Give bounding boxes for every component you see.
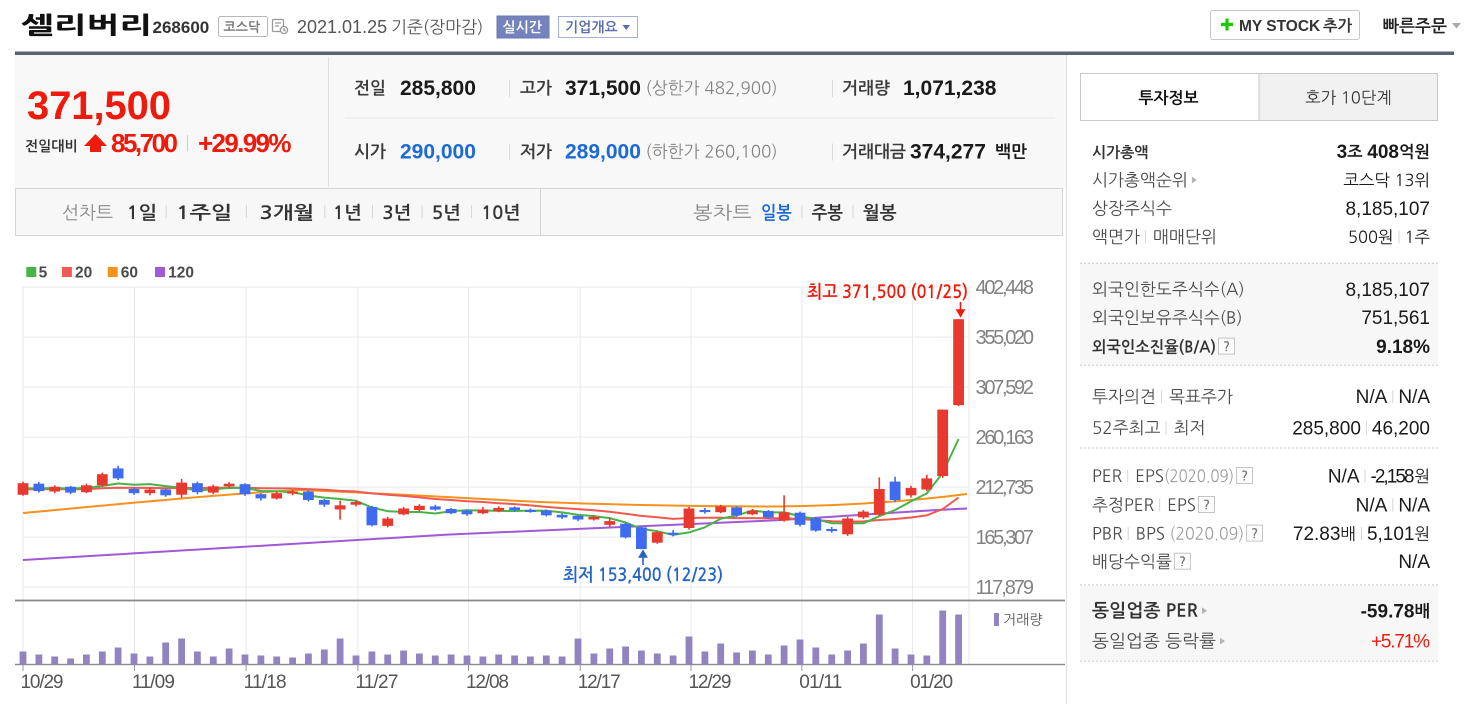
svg-text:60: 60: [121, 265, 138, 282]
svg-text:12/17: 12/17: [578, 672, 621, 693]
svg-text:165,307: 165,307: [976, 527, 1035, 549]
svg-text:-59.78: -59.78: [1361, 601, 1415, 622]
svg-text:N/A: N/A: [1328, 467, 1360, 488]
svg-text:260,163: 260,163: [976, 427, 1035, 449]
svg-text:5: 5: [39, 265, 48, 282]
svg-text:290,000: 290,000: [400, 141, 476, 164]
svg-text:01/20: 01/20: [910, 672, 953, 693]
svg-text:285,800: 285,800: [1292, 418, 1361, 439]
svg-text:289,000: 289,000: [565, 141, 641, 164]
svg-text:408: 408: [1367, 142, 1399, 163]
svg-text:+29.99%: +29.99%: [198, 128, 292, 158]
svg-text:268600: 268600: [153, 18, 210, 37]
svg-text:N/A: N/A: [1398, 552, 1430, 573]
svg-text:8,185,107: 8,185,107: [1345, 199, 1430, 220]
svg-text:85,700: 85,700: [111, 128, 178, 158]
svg-text:12/29: 12/29: [689, 672, 732, 693]
svg-text:5,101: 5,101: [1367, 524, 1415, 545]
svg-text:11/09: 11/09: [132, 672, 175, 693]
svg-text:307,592: 307,592: [976, 377, 1035, 399]
svg-text:MY STOCK: MY STOCK: [1239, 18, 1321, 35]
svg-text:2021.01.25: 2021.01.25: [297, 17, 387, 37]
svg-text:-2,158: -2,158: [1370, 467, 1414, 488]
svg-text:374,277: 374,277: [910, 141, 986, 164]
svg-text:402,448: 402,448: [976, 277, 1035, 299]
svg-text:11/27: 11/27: [355, 672, 398, 693]
svg-text:10/29: 10/29: [21, 672, 64, 693]
svg-text:1,071,238: 1,071,238: [903, 77, 997, 100]
svg-text:212,735: 212,735: [976, 477, 1035, 499]
svg-text:751,561: 751,561: [1361, 308, 1430, 329]
svg-text:371,500: 371,500: [27, 84, 171, 128]
svg-text:72.83: 72.83: [1293, 524, 1341, 545]
svg-text:20: 20: [75, 265, 92, 282]
svg-text:117,879: 117,879: [976, 577, 1035, 599]
svg-text:N/A: N/A: [1356, 496, 1388, 517]
svg-text:N/A: N/A: [1398, 496, 1430, 517]
svg-text:+5.71%: +5.71%: [1371, 632, 1430, 653]
svg-text:120: 120: [168, 265, 194, 282]
svg-text:371,500: 371,500: [565, 77, 641, 100]
svg-text:46,200: 46,200: [1372, 418, 1430, 439]
svg-text:N/A: N/A: [1398, 387, 1430, 408]
svg-text:N/A: N/A: [1356, 387, 1388, 408]
svg-text:355,020: 355,020: [976, 327, 1035, 349]
svg-text:3: 3: [1337, 142, 1348, 163]
svg-text:8,185,107: 8,185,107: [1345, 280, 1430, 301]
svg-text:285,800: 285,800: [400, 77, 476, 100]
svg-text:9.18%: 9.18%: [1376, 337, 1430, 358]
svg-text:11/18: 11/18: [244, 672, 287, 693]
svg-text:12/08: 12/08: [466, 672, 509, 693]
svg-text:01/11: 01/11: [799, 672, 842, 693]
